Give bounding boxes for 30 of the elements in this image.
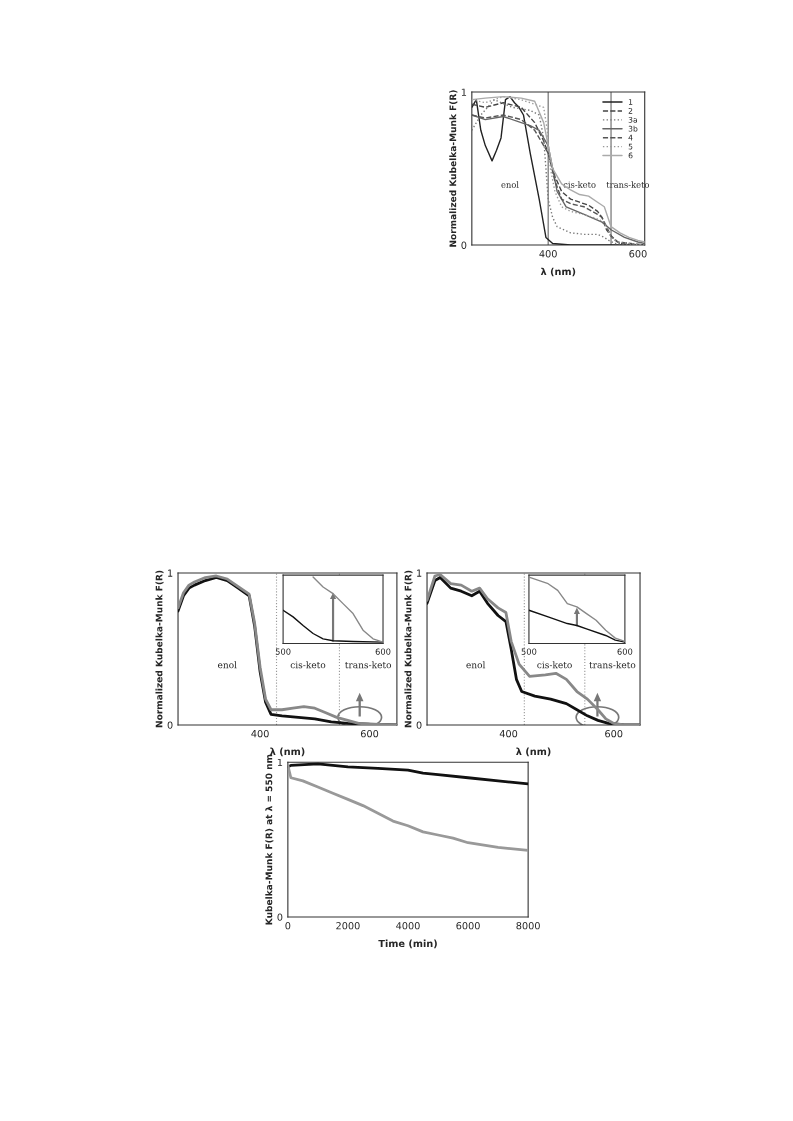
x-tick-label: 6000 (456, 922, 480, 930)
annotation: cis-keto (290, 661, 326, 669)
x-tick-label: 400 (499, 729, 518, 738)
annotation: enol (501, 181, 519, 188)
x-tick-label: 0 (285, 922, 291, 930)
x-tick-label: 500 (275, 648, 291, 655)
x-tick-label: 600 (617, 648, 633, 655)
x-tick-label: 400 (539, 250, 557, 258)
y-axis-title: Normalized Kubelka-Munk F(R) (404, 570, 413, 728)
y-axis-title: Kubelka-Munk F(R) at λ = 550 nm (265, 754, 274, 925)
x-tick-label: 2000 (336, 922, 360, 930)
x-tick-label: 600 (375, 648, 391, 655)
annotation: enol (217, 661, 237, 669)
x-tick-label: 400 (251, 729, 269, 738)
x-axis-title: λ (nm) (516, 747, 551, 757)
annotation: enol (466, 661, 486, 669)
x-tick-label: 500 (521, 648, 537, 655)
x-axis-title: λ (nm) (540, 267, 576, 277)
y-axis-title: Normalized Kubelka-Munk F(R) (449, 90, 458, 247)
x-tick-label: 600 (629, 250, 647, 258)
x-tick-label: 600 (605, 729, 623, 738)
annotation: cis-keto (563, 181, 596, 188)
x-axis-title: Time (min) (378, 939, 437, 949)
annotation: cis-keto (537, 661, 572, 669)
x-tick-label: 4000 (396, 922, 420, 930)
y-axis-title: Normalized Kubelka-Munk F(R) (155, 570, 164, 728)
x-tick-label: 8000 (516, 922, 540, 930)
annotation: trans-keto (345, 661, 392, 669)
x-tick-label: 600 (360, 729, 379, 738)
annotation: trans-keto (589, 661, 636, 669)
